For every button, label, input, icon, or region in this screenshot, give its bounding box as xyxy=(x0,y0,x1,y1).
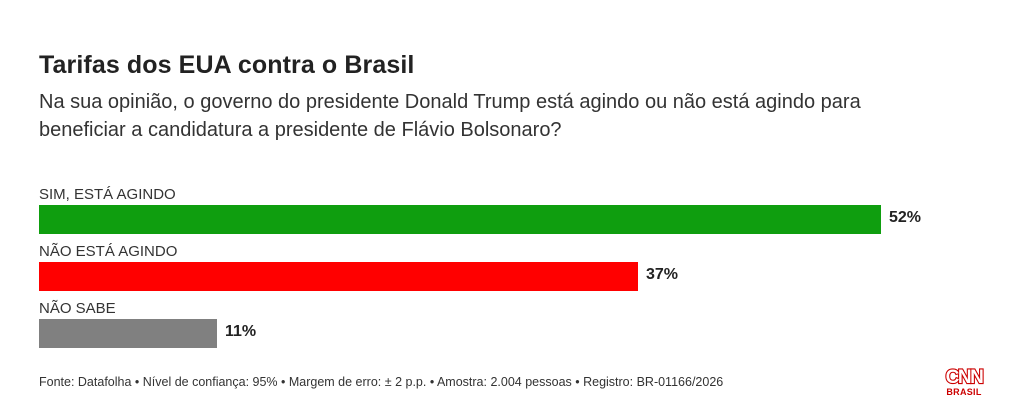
chart-title: Tarifas dos EUA contra o Brasil xyxy=(39,51,415,79)
bar-row: NÃO ESTÁ AGINDO 37% xyxy=(39,243,999,295)
value-label: 52% xyxy=(889,209,922,226)
cnn-logo-text: CNN xyxy=(946,367,983,388)
bar xyxy=(39,205,881,234)
bar xyxy=(39,262,638,291)
value-label: 37% xyxy=(646,266,679,283)
bar xyxy=(39,319,217,348)
bar-row: NÃO SABE 11% xyxy=(39,300,999,352)
bar-chart: SIM, ESTÁ AGINDO 52% NÃO ESTÁ AGINDO 37% NÃO… xyxy=(39,186,999,356)
category-label: NÃO SABE xyxy=(39,300,116,317)
bar-row: SIM, ESTÁ AGINDO 52% xyxy=(39,186,999,238)
cnn-brasil-logo: CNN BRASIL xyxy=(945,366,986,397)
value-label: 11% xyxy=(225,323,257,340)
category-label: NÃO ESTÁ AGINDO xyxy=(39,243,178,260)
source-footer: Fonte: Datafolha • Nível de confiança: 9… xyxy=(39,375,724,389)
category-label: SIM, ESTÁ AGINDO xyxy=(39,186,176,203)
chart-subtitle: Na sua opinião, o governo do presidente … xyxy=(39,91,861,141)
brasil-logo-text: BRASIL xyxy=(946,387,982,397)
